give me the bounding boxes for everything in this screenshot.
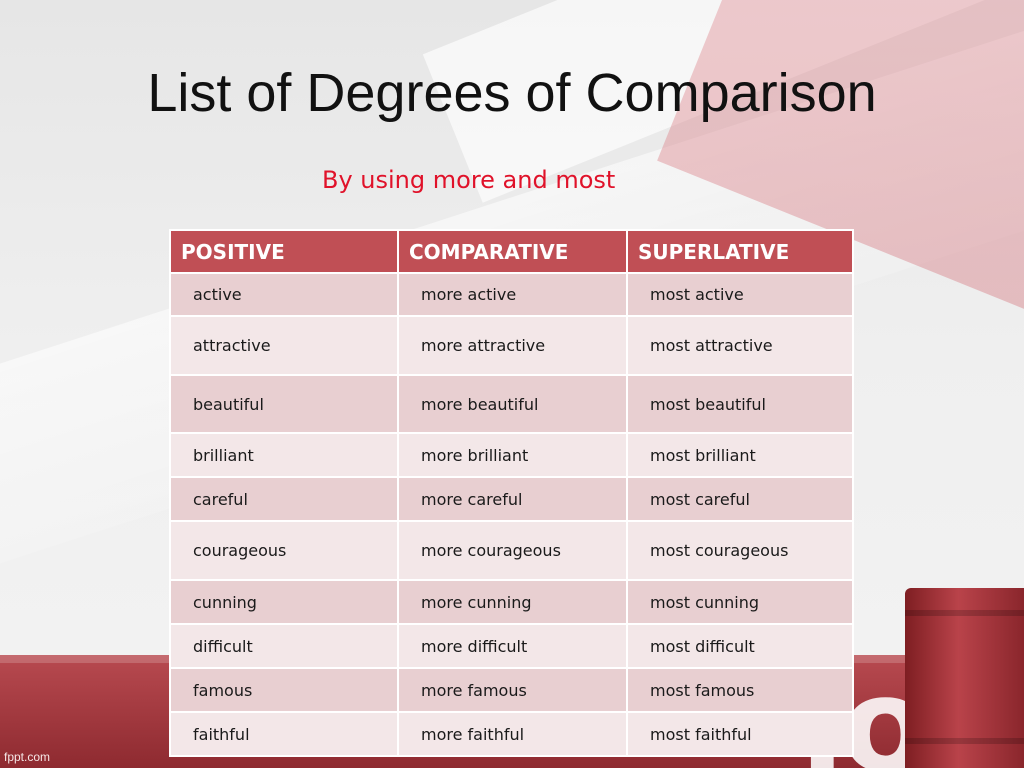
- cell-comparative: more faithful: [397, 711, 628, 757]
- cell-comparative: more cunning: [397, 579, 628, 625]
- cell-comparative: more careful: [397, 476, 628, 522]
- table-row: famous more famous most famous: [169, 667, 854, 713]
- cell-comparative: more brilliant: [397, 432, 628, 478]
- cell-superlative: most beautiful: [626, 374, 854, 434]
- header-superlative: SUPERLATIVE: [626, 229, 854, 274]
- table-row: faithful more faithful most faithful: [169, 711, 854, 757]
- table-row: careful more careful most careful: [169, 476, 854, 522]
- cell-positive: famous: [169, 667, 399, 713]
- cell-comparative: more famous: [397, 667, 628, 713]
- cell-comparative: more difficult: [397, 623, 628, 669]
- cell-positive: careful: [169, 476, 399, 522]
- comparison-table: POSITIVE COMPARATIVE SUPERLATIVE active …: [169, 229, 854, 757]
- cell-positive: cunning: [169, 579, 399, 625]
- header-comparative: COMPARATIVE: [397, 229, 628, 274]
- footer-watermark: fppt.com: [4, 750, 51, 764]
- slide-subtitle: By using more and most: [322, 166, 616, 194]
- cell-superlative: most difficult: [626, 623, 854, 669]
- table-row: difficult more difficult most difficult: [169, 623, 854, 669]
- cell-positive: faithful: [169, 711, 399, 757]
- cell-positive: beautiful: [169, 374, 399, 434]
- cell-superlative: most active: [626, 272, 854, 317]
- table-row: beautiful more beautiful most beautiful: [169, 374, 854, 434]
- slide-title: List of Degrees of Comparison: [147, 63, 877, 123]
- table-row: active more active most active: [169, 272, 854, 317]
- book-image: [905, 588, 1024, 768]
- cell-superlative: most courageous: [626, 520, 854, 581]
- cell-comparative: more courageous: [397, 520, 628, 581]
- cell-superlative: most cunning: [626, 579, 854, 625]
- cell-comparative: more active: [397, 272, 628, 317]
- header-positive: POSITIVE: [169, 229, 399, 274]
- cell-positive: difficult: [169, 623, 399, 669]
- table-row: attractive more attractive most attracti…: [169, 315, 854, 376]
- cell-comparative: more beautiful: [397, 374, 628, 434]
- cell-superlative: most famous: [626, 667, 854, 713]
- cell-positive: active: [169, 272, 399, 317]
- cell-superlative: most attractive: [626, 315, 854, 376]
- table-header-row: POSITIVE COMPARATIVE SUPERLATIVE: [169, 229, 854, 274]
- cell-superlative: most careful: [626, 476, 854, 522]
- table-row: brilliant more brilliant most brilliant: [169, 432, 854, 478]
- table-row: courageous more courageous most courageo…: [169, 520, 854, 581]
- cell-comparative: more attractive: [397, 315, 628, 376]
- table-row: cunning more cunning most cunning: [169, 579, 854, 625]
- cell-superlative: most brilliant: [626, 432, 854, 478]
- cell-superlative: most faithful: [626, 711, 854, 757]
- cell-positive: brilliant: [169, 432, 399, 478]
- cell-positive: attractive: [169, 315, 399, 376]
- cell-positive: courageous: [169, 520, 399, 581]
